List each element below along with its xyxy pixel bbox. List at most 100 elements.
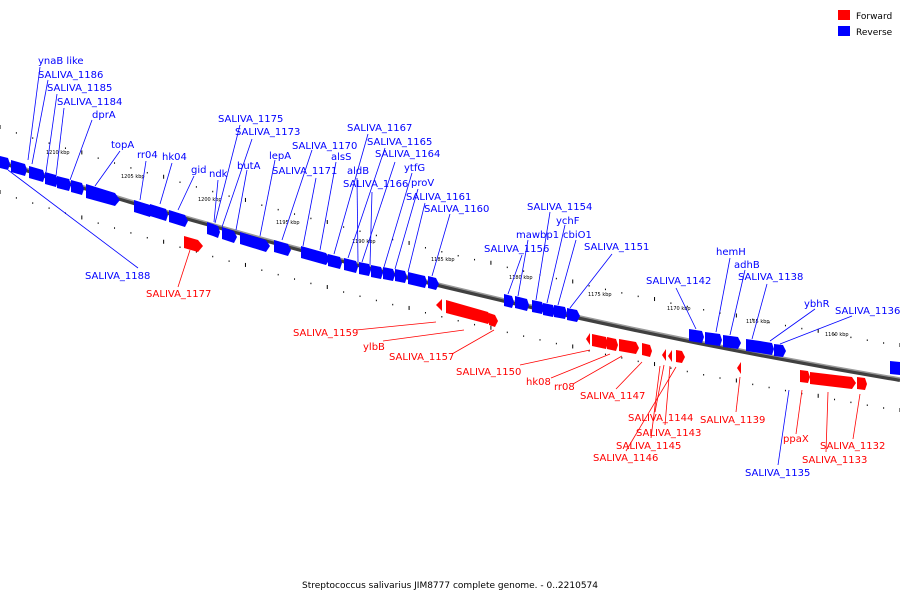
scale-dot <box>604 353 606 356</box>
scale-dot <box>277 208 279 211</box>
reverse-gene <box>359 262 371 276</box>
scale-dot <box>686 370 688 373</box>
kbp-tick: 1170 kbp <box>667 306 691 312</box>
gene-label: SALIVA_1184 <box>57 97 122 108</box>
scale-dot <box>654 362 656 367</box>
scale-dot <box>686 305 688 308</box>
scale-dot <box>244 262 246 267</box>
reverse-gene <box>150 204 168 221</box>
gene-label: SALIVA_1151 <box>584 242 649 253</box>
gene-label: SALIVA_1136 <box>835 306 900 317</box>
scale-dot <box>768 386 770 389</box>
scale-dot <box>474 258 476 261</box>
scale-dot <box>310 282 312 285</box>
scale-dot <box>506 331 508 334</box>
forward-leader-lines <box>177 249 861 453</box>
scale-dot <box>195 186 197 188</box>
gene-label: SALIVA_1164 <box>375 149 440 160</box>
gene-label: SALIVA_1171 <box>272 166 337 177</box>
scale-dot <box>114 227 116 229</box>
reverse-gene <box>689 329 704 343</box>
scale-dot <box>228 195 230 197</box>
scale-dot <box>392 238 394 241</box>
gene-label: ppaX <box>783 434 809 445</box>
gene-label: SALIVA_1157 <box>389 352 454 363</box>
scale-dot <box>719 312 721 314</box>
reverse-gene <box>222 227 237 243</box>
scale-dot <box>375 234 377 237</box>
scale-dot <box>408 240 410 245</box>
reverse-gene <box>543 303 555 317</box>
scale-dot <box>310 217 312 220</box>
forward-gene <box>676 350 685 363</box>
reverse-gene <box>428 276 439 290</box>
gene-label: lepA <box>269 151 291 162</box>
scale-dot <box>294 278 296 280</box>
kbp-tick: 1175 kbp <box>588 292 612 298</box>
reverse-gene <box>169 210 188 227</box>
scale-dot <box>326 220 328 225</box>
gene-label: SALIVA_1175 <box>218 114 283 125</box>
reverse-gene <box>71 180 84 195</box>
scale-dot <box>457 254 459 257</box>
gene-label: SALIVA_1143 <box>636 428 701 439</box>
reverse-gene <box>371 265 383 279</box>
gene-label: ybhR <box>804 299 830 310</box>
gene-label: SALIVA_1170 <box>292 141 357 152</box>
reverse-gene <box>11 160 27 176</box>
scale-dot <box>375 299 377 302</box>
scale-dot <box>654 297 656 302</box>
forward-gene <box>857 377 867 390</box>
reverse-gene <box>45 172 58 187</box>
gene-label: SALIVA_1185 <box>47 83 112 94</box>
gene-label: hk04 <box>162 152 187 163</box>
scale-dot <box>0 190 1 194</box>
scale-dot <box>424 247 426 249</box>
reverse-gene <box>274 240 291 256</box>
reverse-gene <box>328 254 342 269</box>
genome-backbone-highlight <box>0 159 900 379</box>
forward-gene <box>737 362 741 374</box>
gene-label: SALIVA_1147 <box>580 391 645 402</box>
scale-dot <box>32 202 34 204</box>
gene-label: ychF <box>556 216 580 227</box>
scale-dot <box>670 367 672 369</box>
legend: Forward Reverse <box>838 10 893 38</box>
gene-label: alsS <box>331 152 351 163</box>
scale-dot <box>277 273 279 276</box>
scale-dot <box>359 295 361 298</box>
forward-labels: SALIVA_1177 SALIVA_1159 ylbB SALIVA_1157… <box>146 289 885 466</box>
gene-label: cbiO1 <box>563 230 592 241</box>
scale-dot <box>81 215 83 220</box>
scale-dot <box>48 142 50 144</box>
forward-gene <box>642 343 652 357</box>
scale-dot <box>0 125 1 129</box>
gene-label: SALIVA_1139 <box>700 415 765 426</box>
scale-dot <box>850 336 852 339</box>
reverse-gene <box>0 156 10 170</box>
reverse-gene <box>746 339 762 353</box>
gene-label: SALIVA_1132 <box>820 441 885 452</box>
scale-dot <box>719 377 721 379</box>
gene-label: SALIVA_1161 <box>406 192 471 203</box>
scale-dot <box>163 174 165 179</box>
kbp-tick: 1210 kbp <box>46 150 70 156</box>
scale-dot <box>490 325 492 330</box>
scale-dot <box>97 222 99 224</box>
scale-dot <box>490 260 492 265</box>
scale-dot <box>408 305 410 310</box>
scale-dot <box>817 393 819 398</box>
gene-label: proV <box>411 178 434 189</box>
scale-dot <box>621 357 623 359</box>
kbp-tick: 1190 kbp <box>352 239 376 245</box>
genome-backbone <box>0 160 900 382</box>
forward-gene <box>668 350 672 362</box>
kbp-tick: 1205 kbp <box>121 174 145 180</box>
scale-dot <box>850 401 852 404</box>
scale-dot <box>163 239 165 244</box>
scale-dot <box>572 279 574 284</box>
scale-dot <box>735 313 737 318</box>
scale-dot <box>64 147 66 149</box>
scale-dot <box>539 339 541 341</box>
reverse-gene <box>504 294 514 308</box>
